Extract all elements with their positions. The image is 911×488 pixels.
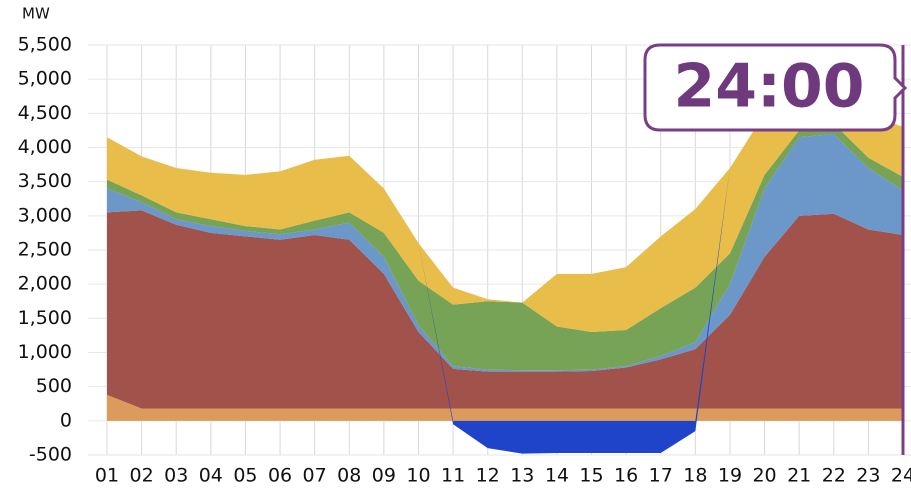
area — [107, 99, 903, 454]
y-tick-label: 1,500 — [18, 307, 72, 329]
x-tick-label: 09 — [372, 465, 396, 487]
x-tick-label: 04 — [199, 465, 223, 487]
x-tick-label: 10 — [406, 465, 430, 487]
tooltip-box — [643, 43, 908, 132]
y-tick-label: 4,500 — [18, 102, 72, 124]
y-tick-label: 5,500 — [18, 34, 72, 56]
x-tick-label: 11 — [441, 465, 465, 487]
x-tick-label: 22 — [822, 465, 846, 487]
y-tick-label: 5,000 — [18, 68, 72, 90]
x-tick-label: 17 — [649, 465, 673, 487]
x-tick-label: 05 — [233, 465, 257, 487]
x-tick-label: 23 — [856, 465, 880, 487]
x-tick-label: 06 — [268, 465, 292, 487]
x-tick-label: 18 — [683, 465, 707, 487]
x-tick-label: 13 — [510, 465, 534, 487]
x-tick-label: 19 — [718, 465, 742, 487]
y-unit: MW — [22, 5, 50, 23]
tooltip-text: 24:00 — [674, 52, 865, 122]
area — [107, 394, 903, 421]
y-tick-label: 1,000 — [18, 341, 72, 363]
y-tick-label: 3,500 — [18, 170, 72, 192]
y-tick-label: -500 — [29, 444, 72, 466]
y-tick-label: 3,000 — [18, 204, 72, 226]
x-tick-label: 14 — [545, 465, 569, 487]
y-tick-label: 0 — [60, 409, 72, 431]
y-tick-label: 4,000 — [18, 136, 72, 158]
x-tick-label: 16 — [614, 465, 638, 487]
area — [107, 133, 903, 372]
x-tick-label: 20 — [752, 465, 776, 487]
x-tick-label: 02 — [130, 465, 154, 487]
y-tick-label: 2,500 — [18, 239, 72, 261]
x-tick-label: 24 — [891, 465, 911, 487]
x-tick-label: 21 — [787, 465, 811, 487]
x-tick-label: 12 — [476, 465, 500, 487]
area — [107, 99, 903, 333]
area — [107, 123, 903, 371]
x-tick-label: 03 — [164, 465, 188, 487]
x-tick-label: 07 — [303, 465, 327, 487]
x-tick-label: 08 — [337, 465, 361, 487]
x-tick-label: 15 — [579, 465, 603, 487]
x-tick-label: 01 — [95, 465, 119, 487]
y-tick-label: 500 — [36, 375, 72, 397]
y-tick-label: 2,000 — [18, 273, 72, 295]
